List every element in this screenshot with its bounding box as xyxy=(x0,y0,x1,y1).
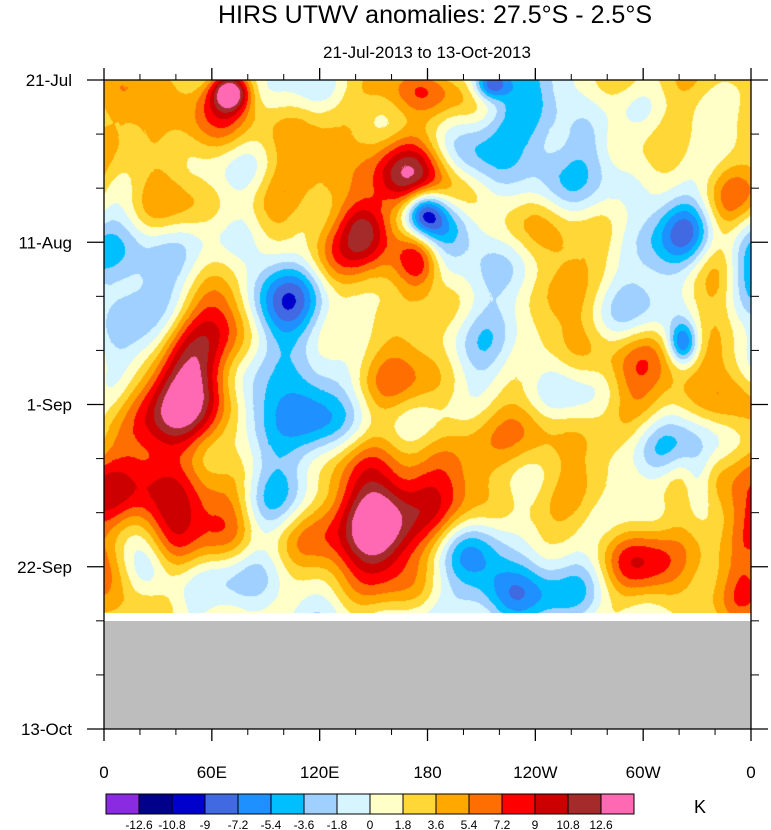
colorbar-label: 0 xyxy=(367,818,374,830)
colorbar-swatch xyxy=(138,793,173,815)
colorbar-swatch xyxy=(303,793,338,815)
colorbar-swatch xyxy=(369,793,404,815)
colorbar-label: 12.6 xyxy=(589,818,613,830)
colorbar-label: 5.4 xyxy=(461,818,478,830)
x-tick-label: 60E xyxy=(197,763,227,782)
y-tick-label: 21-Jul xyxy=(26,71,72,90)
y-tick-label: 13-Oct xyxy=(21,720,72,739)
x-tick-label: 120W xyxy=(513,763,557,782)
colorbar-label: 3.6 xyxy=(428,818,445,830)
colorbar-swatch xyxy=(336,793,371,815)
missing-data-band xyxy=(104,621,751,729)
colorbar-label: -5.4 xyxy=(261,818,282,830)
chart-subtitle: 21-Jul-2013 to 13-Oct-2013 xyxy=(323,43,531,62)
x-axis: 0 60E 120E 180 120W 60W 0 xyxy=(99,68,756,782)
colorbar-swatch xyxy=(204,793,239,815)
chart-title: HIRS UTWV anomalies: 27.5°S - 2.5°S xyxy=(218,1,652,29)
colorbar-label: -12.6 xyxy=(125,818,153,830)
colorbar-swatch xyxy=(468,793,503,815)
colorbar-label: -7.2 xyxy=(228,818,249,830)
colorbar-swatch xyxy=(501,793,536,815)
y-tick-label: 22-Sep xyxy=(17,558,72,577)
colorbar-swatch xyxy=(600,793,635,815)
colorbar-swatch xyxy=(534,793,569,815)
colorbar-swatch xyxy=(237,793,272,815)
y-axis: 21-Jul 11-Aug 1-Sep 22-Sep 13-Oct xyxy=(17,71,768,739)
x-tick-label: 180 xyxy=(413,763,441,782)
y-tick-label: 1-Sep xyxy=(27,396,72,415)
colorbar-label: -10.8 xyxy=(158,818,186,830)
x-tick-label: 60W xyxy=(626,763,661,782)
colorbar-label: 1.8 xyxy=(395,818,412,830)
colorbar-label: -3.6 xyxy=(294,818,315,830)
colorbar-swatch xyxy=(270,793,305,815)
colorbar-label: 7.2 xyxy=(494,818,511,830)
x-tick-label: 0 xyxy=(746,763,755,782)
anomaly-field xyxy=(104,80,751,614)
y-tick-label: 11-Aug xyxy=(18,233,72,252)
x-tick-label: 120E xyxy=(300,763,340,782)
colorbar-swatch xyxy=(105,793,140,815)
colorbar-swatch xyxy=(435,793,470,815)
colorbar-label: 9 xyxy=(532,818,539,830)
colorbar: -12.6 -10.8 -9 -7.2 -5.4 -3.6 -1.8 0 1.8 3.6 5.4 7.… xyxy=(105,793,635,830)
colorbar-swatch xyxy=(402,793,437,815)
colorbar-swatch xyxy=(567,793,602,815)
plot-area xyxy=(103,79,752,730)
colorbar-swatch xyxy=(171,793,206,815)
colorbar-label: -9 xyxy=(200,818,211,830)
colorbar-unit: K xyxy=(694,797,706,817)
colorbar-label: -1.8 xyxy=(327,818,348,830)
colorbar-label: 10.8 xyxy=(556,818,580,830)
x-tick-label: 0 xyxy=(99,763,108,782)
